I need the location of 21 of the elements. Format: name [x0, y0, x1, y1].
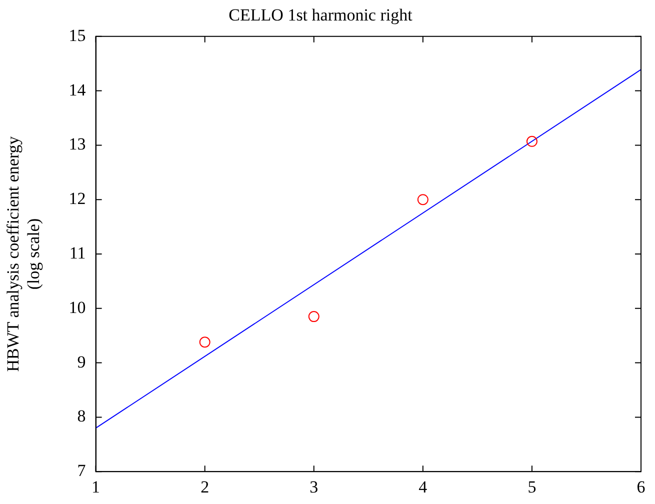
y-tick-label: 14 [68, 80, 86, 100]
y-tick-label: 9 [77, 352, 86, 372]
y-tick-label: 11 [69, 243, 86, 262]
x-tick-label: 1 [92, 477, 100, 496]
x-tick-label: 5 [528, 477, 536, 496]
x-tick-label: 3 [310, 477, 318, 496]
y-axis-title: HBWT analysis coefficient energy (log scale) [4, 136, 44, 372]
x-tick-label: 6 [636, 477, 646, 496]
point [526, 136, 538, 147]
point [308, 311, 320, 322]
x-tick-label: 2 [200, 477, 210, 496]
y-tick-label: 7 [77, 461, 86, 480]
y-tick-label: 15 [68, 26, 86, 45]
y-tick-label: 12 [68, 189, 86, 208]
y-tick-label: 13 [68, 134, 86, 154]
y-tick-label: 8 [77, 406, 86, 426]
point [199, 336, 210, 348]
chart-title: CELLO 1st harmonic right [228, 6, 413, 25]
x-tick-label: 4 [418, 477, 428, 496]
y-tick-label: 10 [68, 298, 86, 317]
point [417, 194, 428, 206]
